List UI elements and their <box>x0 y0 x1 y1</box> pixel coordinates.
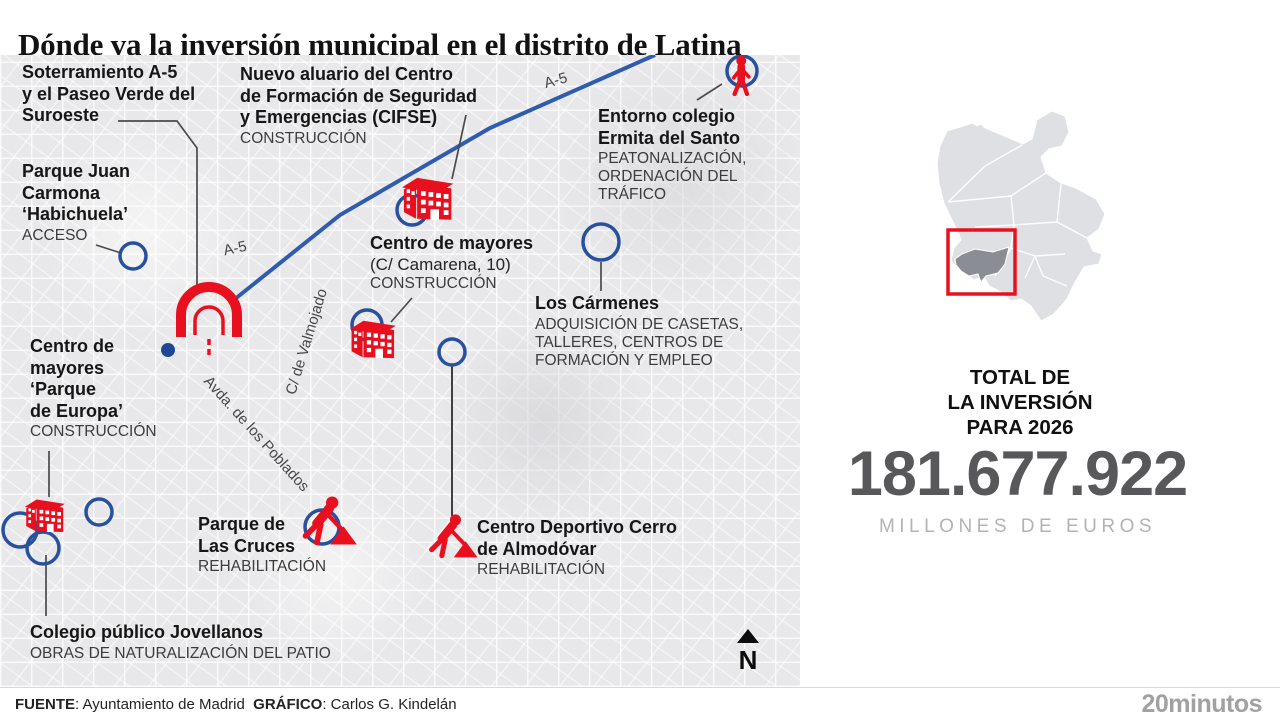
annotation-sub: OBRAS DE NATURALIZACIÓN DEL PATIO <box>30 644 331 662</box>
annotation-ermita: Entorno colegio Ermita del Santo PEATONA… <box>598 106 788 205</box>
madrid-districts-map <box>936 110 1106 322</box>
annotation-name: Los Cármenes <box>535 293 660 313</box>
north-label: N <box>739 645 758 675</box>
annotation-cruces: Parque de Las Cruces REHABILITACIÓN <box>198 514 358 576</box>
annotation-name: Centro de mayores <box>370 233 534 253</box>
tunnel-end-dot <box>161 343 175 357</box>
annotation-name: Soterramiento A-5 y el Paseo Verde del S… <box>22 62 196 126</box>
annotation-name: Colegio público Jovellanos <box>30 622 264 642</box>
building-icon-cifse <box>401 177 454 220</box>
road-a5-line <box>228 55 656 305</box>
source-value: : Ayuntamiento de Madrid <box>75 696 245 713</box>
credit-value: : Carlos G. Kindelán <box>322 696 457 713</box>
connector-soterramiento <box>118 120 198 289</box>
annotation-name: Parque de Las Cruces <box>198 514 296 556</box>
brand-logo: 20minutos <box>1141 690 1262 718</box>
connector-cifse <box>451 114 467 180</box>
connector-ermita <box>696 83 723 101</box>
annotation-sub: PEATONALIZACIÓN, ORDENACIÓN DEL TRÁFICO <box>598 150 747 204</box>
annotation-cifse: Nuevo aluario del Centro de Formación de… <box>240 64 500 148</box>
latina-highlight <box>954 246 1010 283</box>
connector-habichuela <box>95 244 122 254</box>
annotation-sub: REHABILITACIÓN <box>477 561 606 579</box>
annotation-name: Entorno colegio Ermita del Santo <box>598 106 741 148</box>
total-investment-label: TOTAL DE LA INVERSIÓN PARA 2026 <box>947 366 1093 439</box>
annotation-habichuela: Parque Juan Carmona ‘Habichuela’ ACCESO <box>22 161 212 245</box>
madrid-outline <box>936 110 1106 322</box>
annotation-jovellanos: Colegio público Jovellanos OBRAS DE NATU… <box>30 622 430 663</box>
annotation-almodovar: Centro Deportivo Cerro de Almodóvar REHA… <box>477 517 717 579</box>
road-label-a5-upper: A-5 <box>542 69 569 92</box>
connector-camarena <box>390 297 413 323</box>
credits: FUENTE: Ayuntamiento de Madrid GRÁFICO: … <box>15 696 457 713</box>
street-label-valmojado: C/ de Valmojado <box>283 287 331 397</box>
latina-district-map: A-5 A-5 C/ de Valmojado Avda. de los Pob… <box>0 55 800 687</box>
annotation-camarena: Centro de mayores (C/ Camarena, 10) CONS… <box>370 233 590 293</box>
map-overlay: A-5 A-5 C/ de Valmojado Avda. de los Pob… <box>1 55 759 675</box>
annotation-name: Nuevo aluario del Centro de Formación de… <box>240 64 478 128</box>
annotation-sub: ADQUISICIÓN DE CASETAS, TALLERES, CENTRO… <box>535 315 744 369</box>
district-borders <box>947 144 1088 287</box>
worker-icon-almodovar <box>432 514 478 557</box>
annotation-carmenes: Los Cármenes ADQUISICIÓN DE CASETAS, TAL… <box>535 293 775 370</box>
annotation-sub: ACCESO <box>22 226 88 244</box>
north-arrow-icon: N <box>737 629 759 675</box>
annotation-sub: CONSTRUCCIÓN <box>370 275 497 293</box>
annotation-sub: CONSTRUCCIÓN <box>240 129 367 147</box>
annotation-name: Centro Deportivo Cerro de Almodóvar <box>477 517 678 559</box>
road-label-a5-lower: A-5 <box>222 238 248 259</box>
annotation-name: Parque Juan Carmona ‘Habichuela’ <box>22 161 131 225</box>
footer: FUENTE: Ayuntamiento de Madrid GRÁFICO: … <box>0 687 1280 721</box>
tunnel-icon <box>176 282 242 358</box>
ring-europa-3 <box>84 497 114 527</box>
ring-habichuela <box>118 241 148 271</box>
pedestrian-icon-ermita <box>734 56 749 94</box>
total-investment-unit: MILLONES DE EUROS <box>878 516 1157 537</box>
latina-highlight-box <box>946 228 1017 296</box>
total-investment-amount: 181.677.922 <box>847 439 1188 509</box>
ring-carmenes <box>581 222 621 262</box>
annotation-name: Centro de mayores ‘Parque de Europa’ <box>30 336 124 421</box>
source-label: FUENTE <box>15 696 75 713</box>
ring-almodovar <box>437 337 467 367</box>
credit-label: GRÁFICO <box>253 696 323 713</box>
building-icon-camarena <box>349 320 396 359</box>
annotation-detail: (C/ Camarena, 10) <box>370 254 511 274</box>
annotation-europa: Centro de mayores ‘Parque de Europa’ CON… <box>30 336 180 442</box>
annotation-sub: CONSTRUCCIÓN <box>30 423 157 441</box>
ring-europa-2 <box>25 530 61 566</box>
building-icon-europa <box>24 499 65 533</box>
annotation-sub: REHABILITACIÓN <box>198 558 327 576</box>
annotation-soterramiento: Soterramiento A-5 y el Paseo Verde del S… <box>22 62 242 127</box>
